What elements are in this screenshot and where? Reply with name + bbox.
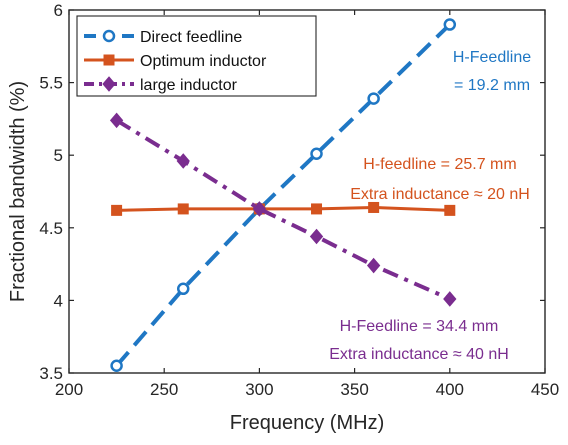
legend: Direct feedline Optimum inductor large ind… xyxy=(76,15,317,97)
annotation-text: = 19.2 mm xyxy=(454,77,530,94)
data-point: Optimum inductor: 260, 4.63 xyxy=(177,203,189,215)
data-point: Optimum inductor: 225, 4.62 xyxy=(111,204,123,216)
data-point: Direct feedline: 360, 5.39 xyxy=(367,92,380,105)
annotation-text: H-feedline = 25.7 mm xyxy=(363,156,516,173)
series-line xyxy=(115,118,451,301)
series-large-inductor: large inductor: 225, 5.24 large inductor:… xyxy=(109,112,457,307)
data-point: Optimum inductor: 360, 4.64 xyxy=(368,201,380,213)
y-tick-label: 4.5 xyxy=(39,219,63,238)
x-tick-label: 350 xyxy=(340,380,368,399)
y-tick-label: 4 xyxy=(54,291,63,310)
legend-label: large inductor xyxy=(140,77,238,94)
y-tick-label: 5.5 xyxy=(39,74,63,93)
series-annotation: H-Feedline = 19.2 mm xyxy=(453,49,531,94)
series-line xyxy=(115,23,452,368)
legend-label: Direct feedline xyxy=(140,29,242,46)
x-tick-label: 450 xyxy=(531,380,559,399)
data-point: Direct feedline: 225, 3.55 xyxy=(110,359,123,372)
data-point: large inductor: 260, 4.96 xyxy=(176,153,190,169)
y-tick-label: 3.5 xyxy=(39,364,63,383)
series-line xyxy=(116,205,450,212)
data-point: Optimum inductor: 330, 4.63 xyxy=(311,203,323,215)
data-point: large inductor: 330, 4.44 xyxy=(309,228,324,245)
series-annotation: H-feedline = 25.7 mm Extra inductance ≈ 2… xyxy=(350,156,530,203)
data-point: large inductor: 400, 4.01 xyxy=(443,291,457,307)
x-axis-label: Frequency (MHz) xyxy=(230,412,384,434)
y-tick-label: 6 xyxy=(54,1,63,20)
annotation-text: H-Feedline = 34.4 mm xyxy=(340,318,499,335)
annotation-text: Extra inductance ≈ 40 nH xyxy=(329,346,509,363)
annotation-text: H-Feedline xyxy=(453,49,531,66)
x-tick-label: 200 xyxy=(55,380,83,399)
plot-border xyxy=(68,9,546,374)
legend-label: Optimum inductor xyxy=(140,53,267,70)
x-tick-label: 400 xyxy=(436,380,464,399)
series-layer: Direct feedline: 225, 3.55 Direct feedlin… xyxy=(109,18,457,372)
annotation-layer: H-Feedline = 19.2 mm H-feedline = 25.7 mm E… xyxy=(329,49,531,363)
legend-marker xyxy=(103,54,115,66)
annotation-text: Extra inductance ≈ 20 nH xyxy=(350,186,530,203)
y-tick-label: 5 xyxy=(54,146,63,165)
data-point: large inductor: 360, 4.24 xyxy=(366,257,381,274)
x-tick-label: 250 xyxy=(150,380,178,399)
legend-item: Direct feedline xyxy=(84,29,242,46)
data-point: Direct feedline: 400, 5.9 xyxy=(443,18,457,31)
y-axis-label: Fractional bandwidth (%) xyxy=(7,81,29,302)
legend-marker xyxy=(102,76,116,92)
series-annotation: H-Feedline = 34.4 mm Extra inductance ≈ 4… xyxy=(329,318,509,363)
legend-item: Optimum inductor xyxy=(84,53,267,70)
data-point: Direct feedline: 260, 4.08 xyxy=(176,282,190,296)
data-point: Optimum inductor: 400, 4.62 xyxy=(444,204,456,216)
data-point: large inductor: 300, 4.63 xyxy=(252,201,267,217)
legend-item: large inductor xyxy=(84,76,238,94)
tick-layer: 200 250 300 350 400 450 3.5 4 4.5 5 5.5 6 xyxy=(39,1,559,399)
x-tick-label: 300 xyxy=(245,380,273,399)
legend-marker xyxy=(102,29,116,43)
data-point: Direct feedline: 330, 5.01 xyxy=(310,147,323,160)
data-point: large inductor: 225, 5.24 xyxy=(109,112,124,129)
